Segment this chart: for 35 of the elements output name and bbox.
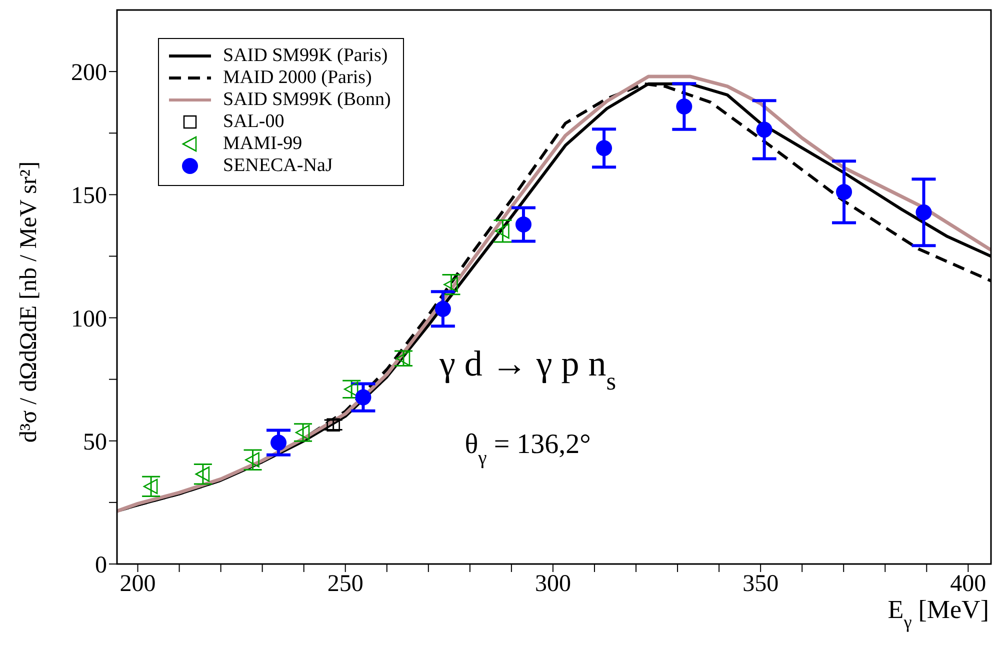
y-tick-label: 50 [83, 429, 107, 456]
point [756, 122, 772, 138]
y-tick-label: 150 [71, 183, 107, 210]
legend-label: SENECA-NaJ [223, 155, 333, 177]
x-tick-label: 400 [950, 571, 986, 598]
legend-label: SAL-00 [223, 111, 284, 133]
point [515, 216, 532, 232]
point [270, 434, 287, 451]
point [355, 389, 372, 406]
point [596, 140, 612, 156]
annotation: γ d → γ p n$_{s}$ [438, 344, 616, 396]
y-axis-title: d³σ / dΩdΩdE [nb / MeV sr²] [16, 161, 42, 443]
legend-label: MAID 2000 (Paris) [223, 67, 372, 89]
x-tick-label: 200 [120, 571, 156, 598]
point [344, 382, 358, 397]
legend-label: MAMI-99 [223, 133, 302, 155]
legend-label: SAID SM99K (Bonn) [223, 89, 391, 111]
y-tick-label: 0 [95, 552, 107, 579]
point [495, 223, 510, 239]
point [676, 98, 692, 115]
point [434, 300, 451, 317]
point [916, 204, 932, 220]
point [326, 418, 340, 432]
point [396, 350, 410, 366]
legend-label: SAID SM99K (Paris) [223, 45, 388, 67]
x-tick-label: 300 [534, 571, 571, 598]
point [245, 452, 260, 468]
y-tick-label: 100 [71, 306, 107, 332]
x-tick-label: 350 [742, 571, 779, 598]
point [295, 424, 310, 440]
x-axis-title: E$_{γ}$ [MeV] [888, 595, 989, 632]
x-tick-label: 250 [327, 571, 364, 598]
annotation: θ$_{γ}$ = 136,2° [464, 429, 591, 469]
y-tick-label: 200 [71, 60, 107, 86]
point [836, 184, 852, 200]
